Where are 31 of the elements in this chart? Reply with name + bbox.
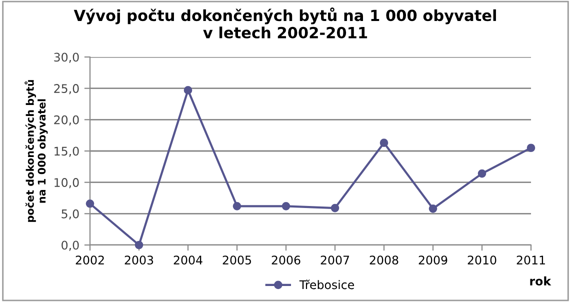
x-tick-label: 2009 — [418, 256, 448, 265]
y-tick-label: 15,0 — [54, 146, 79, 157]
point — [232, 202, 242, 210]
point — [478, 169, 486, 178]
y-tick-label: 10,0 — [54, 178, 79, 188]
x-tick-label: 2003 — [124, 256, 154, 265]
y-tick-label: 20,0 — [54, 115, 79, 126]
point — [184, 86, 192, 94]
y-tick-label: 5,0 — [62, 209, 79, 220]
x-tick-label: 2002 — [76, 256, 104, 265]
y-tick-label: 30,0 — [54, 52, 79, 63]
x-tick-label: 2004 — [174, 256, 202, 265]
x-tick-label: 2011 — [516, 256, 545, 265]
point — [380, 138, 388, 148]
point — [86, 199, 94, 208]
legend-label: Třebosice — [299, 280, 354, 290]
point — [526, 144, 536, 152]
x-tick-label: 2006 — [272, 256, 300, 265]
x-tick-label: 2007 — [320, 256, 350, 265]
x-tick-label: 2008 — [370, 256, 398, 265]
chart-title: Vývoj počtu dokončených bytů na 1 000 obyvatel v letech 2002-2011 — [74, 8, 496, 38]
y-axis-title: počet dokončených bytů na 1 000 obyvatel — [24, 80, 48, 222]
x-tick-label: 2005 — [222, 256, 251, 265]
x-axis-title: rok — [530, 276, 552, 286]
y-tick-label: 25,0 — [54, 84, 79, 94]
x-tick-label: 2010 — [468, 256, 496, 265]
point — [282, 202, 290, 210]
point — [330, 204, 340, 212]
point — [134, 240, 144, 250]
y-tick-label: 0,0 — [62, 240, 79, 251]
point — [428, 204, 438, 213]
